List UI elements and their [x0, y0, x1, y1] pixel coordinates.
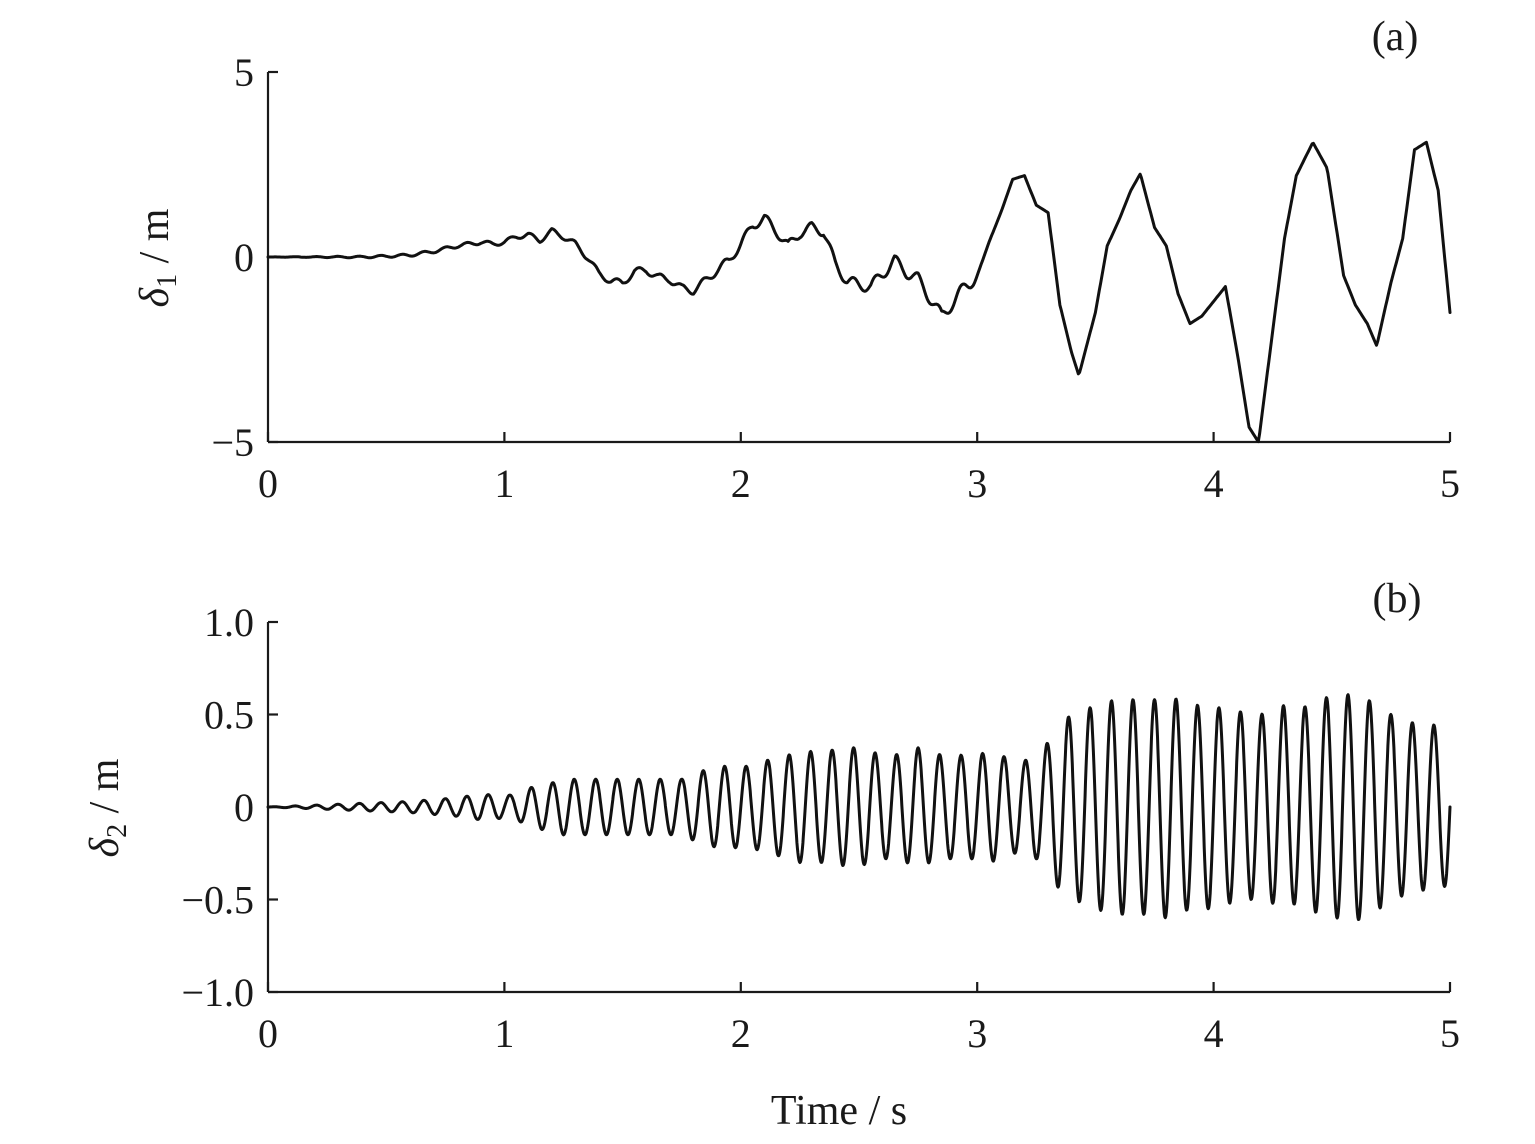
x-tick-label: 3	[967, 1011, 987, 1056]
y-axis-title-subscript: 1	[152, 274, 183, 288]
x-tick-label: 4	[1204, 461, 1224, 506]
x-tick-label: 5	[1440, 461, 1460, 506]
x-tick-label: 0	[258, 1011, 278, 1056]
y-axis-title-subscript: 2	[102, 824, 133, 838]
y-tick-label: −5	[211, 420, 254, 465]
y-tick-label: −0.5	[181, 878, 254, 923]
series-line	[266, 140, 1452, 444]
y-tick-label: 0	[234, 235, 254, 280]
x-tick-label: 3	[967, 461, 987, 506]
x-tick-label: 4	[1204, 1011, 1224, 1056]
y-tick-label: 1.0	[204, 600, 254, 645]
y-tick-label: 5	[234, 50, 254, 95]
y-axis-title-symbol: δ	[132, 286, 178, 307]
panel-label: (b)	[1373, 576, 1422, 622]
panel-label: (a)	[1372, 14, 1419, 60]
x-tick-label: 1	[494, 461, 514, 506]
y-axis-title-unit: / m	[132, 208, 178, 274]
y-axis-title-unit: / m	[82, 758, 128, 824]
panel-a: 0 1 2 3 4 5−505(a)δ1 / m	[132, 14, 1460, 506]
y-tick-label: −1.0	[181, 970, 254, 1015]
x-tick-label: 2	[731, 461, 751, 506]
y-tick-label: 0	[234, 785, 254, 830]
x-tick-label: 5	[1440, 1011, 1460, 1056]
x-tick-label: 1	[494, 1011, 514, 1056]
y-axis-title-symbol: δ	[82, 836, 128, 857]
y-axis-title: δ2 / m	[82, 758, 133, 857]
x-tick-label: 2	[731, 1011, 751, 1056]
x-tick-label: 0	[258, 461, 278, 506]
x-axis-title: Time / s	[771, 1088, 907, 1134]
series-line	[266, 693, 1452, 921]
y-axis-title: δ1 / m	[132, 208, 183, 307]
y-tick-label: 0.5	[204, 693, 254, 738]
